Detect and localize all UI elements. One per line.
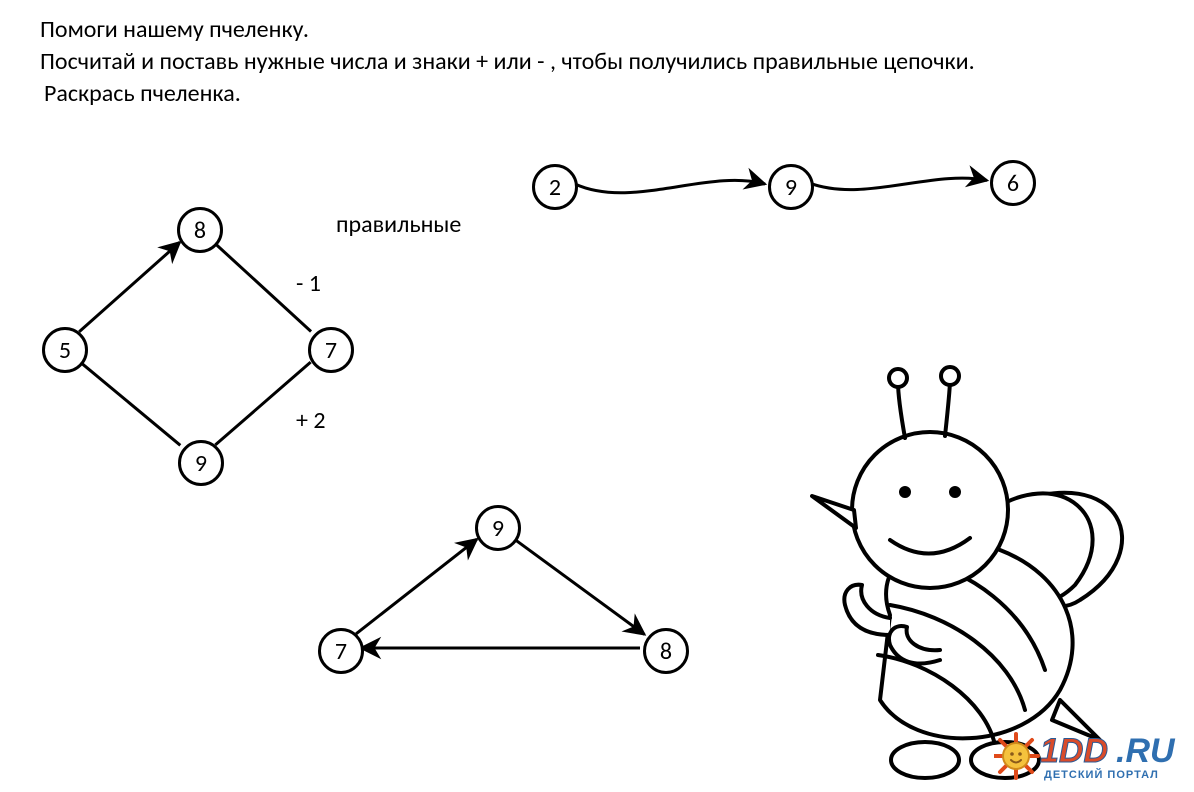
diamond-node-8: 8 — [177, 207, 223, 253]
triangle-node-9: 9 — [475, 505, 521, 551]
edge-label-minus-1: - 1 — [296, 269, 321, 298]
diamond-node-9: 9 — [178, 440, 224, 486]
chain-node-6: 6 — [990, 160, 1036, 206]
diamond-node-7: 7 — [308, 327, 354, 373]
triangle-node-7: 7 — [318, 628, 364, 674]
edge-label-plus-2: + 2 — [296, 406, 326, 435]
watermark-main: 1DD — [1040, 732, 1108, 770]
chain-node-9: 9 — [768, 164, 814, 210]
diamond-node-5: 5 — [42, 327, 88, 373]
chain-node-2: 2 — [532, 164, 578, 210]
watermark-tld: .RU — [1116, 732, 1176, 770]
watermark: 1DD .RU ДЕТСКИЙ ПОРТАЛ — [994, 726, 1184, 786]
triangle-node-8: 8 — [643, 628, 689, 674]
watermark-sub: ДЕТСКИЙ ПОРТАЛ — [1044, 768, 1159, 781]
bee-drawing — [812, 367, 1122, 778]
diagram-edges — [0, 0, 1194, 792]
